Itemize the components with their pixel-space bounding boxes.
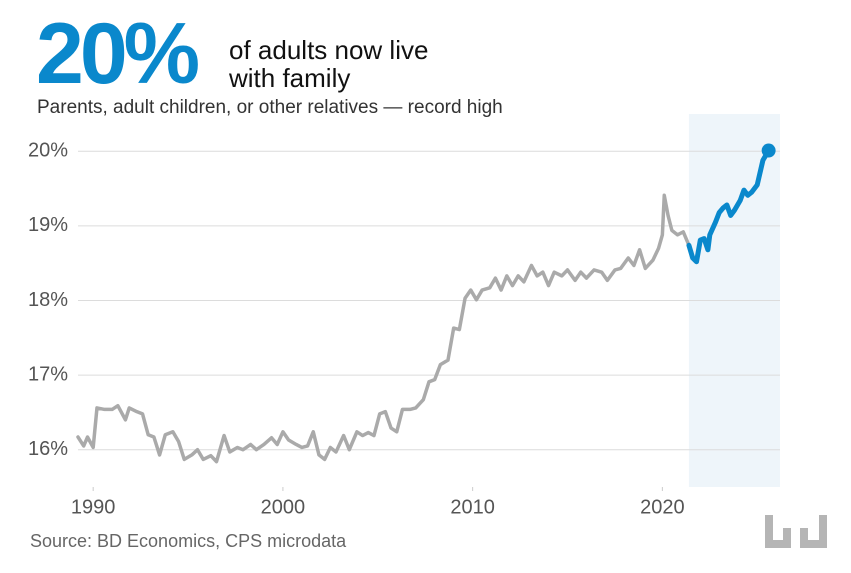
headline-stat: 20% bbox=[36, 6, 200, 102]
x-tick-label: 1990 bbox=[71, 496, 116, 518]
y-tick-label: 18% bbox=[28, 289, 68, 311]
series-line bbox=[686, 148, 772, 265]
y-tick-label: 16% bbox=[28, 438, 68, 460]
y-tick-label: 19% bbox=[28, 214, 68, 236]
y-tick-label: 17% bbox=[28, 363, 68, 385]
end-point bbox=[761, 143, 776, 158]
x-tick-label: 2020 bbox=[640, 496, 685, 518]
source-note: Source: BD Economics, CPS microdata bbox=[30, 531, 347, 551]
chart-title: of adults now live with family bbox=[229, 35, 429, 93]
logo bbox=[765, 515, 827, 548]
x-tick-label: 2000 bbox=[261, 496, 306, 518]
x-tick-label: 2010 bbox=[450, 496, 495, 518]
chart-subtitle: Parents, adult children, or other relati… bbox=[37, 97, 503, 118]
series-line bbox=[76, 193, 691, 464]
y-tick-label: 20% bbox=[28, 140, 68, 162]
